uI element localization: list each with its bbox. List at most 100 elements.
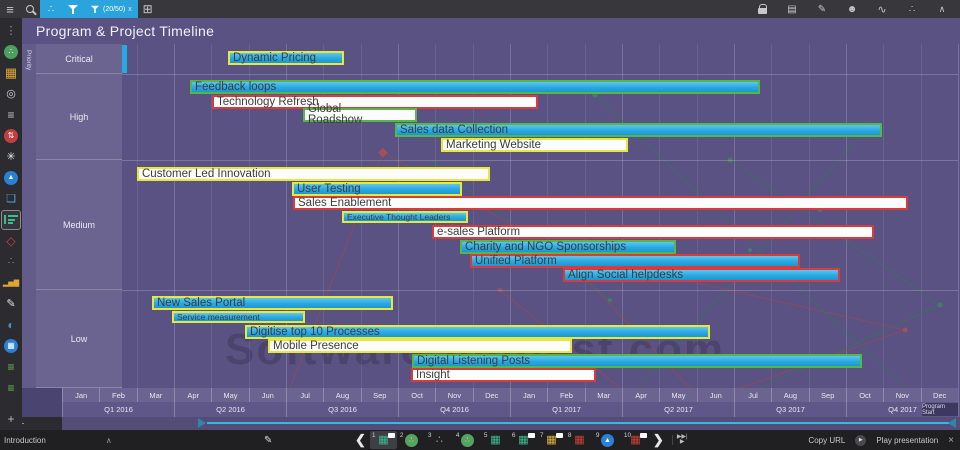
timeline-item[interactable]: Digitise top 10 Processes [245, 325, 710, 339]
slide-thumbs: 1 ▦ 2 ∴ 3 ∴ 4 ∴ 5 ▦ 6 ▦ 7 ▦ 8 ▦ 9 ▲ 10 ▦ [369, 431, 649, 449]
sidebar-item-sync-icon[interactable]: ⇅ [2, 127, 20, 145]
scrubber-end-handle[interactable] [948, 418, 956, 428]
copy-url-button[interactable]: Copy URL [808, 435, 846, 445]
sidebar-item-explore-icon[interactable]: ◎ [6, 88, 16, 100]
hamburger-menu-icon[interactable]: ≡ [6, 1, 14, 17]
edit-slide-icon[interactable]: ✎ [264, 434, 273, 446]
sidebar-item-globe-icon[interactable]: ◐ [7, 317, 15, 332]
users-icon[interactable]: ☻ [846, 3, 858, 15]
filter-tab[interactable]: (20/50) x [84, 0, 138, 18]
timeline-item[interactable]: Charity and NGO Sponsorships [460, 240, 676, 254]
edit-pencil-icon[interactable]: ✎ [817, 3, 827, 15]
slide-transport: ▶▶| ▶ [671, 434, 688, 445]
close-presentation-icon[interactable]: × [948, 434, 954, 446]
sidebar-item-relationships-icon[interactable]: ∴ [2, 43, 20, 61]
scrubber-start-handle[interactable] [198, 418, 206, 428]
slide-thumb-10[interactable]: 10 ▦ [622, 431, 649, 449]
collapse-toolbar-icon[interactable]: ∧ [938, 3, 946, 14]
slide-thumb-2[interactable]: 2 ∴ [398, 431, 425, 449]
sidebar-item-timeline-icon[interactable] [1, 209, 21, 230]
time-scrubber[interactable] [62, 417, 960, 430]
axis-month-label: Mar [136, 388, 174, 402]
timeline-item-label: Mobile Presence [273, 340, 359, 352]
expand-section-icon[interactable]: ∧ [105, 435, 112, 445]
status-bar: Introduction ∧ ✎ ❮ 1 ▦ 2 ∴ 3 ∴ 4 ∴ 5 ▦ 6 ▦ 7 ▦ 8 ▦ 9 ▲ 10 ▦… [0, 430, 960, 450]
sidebar-item-burst-icon[interactable]: ✳ [6, 151, 16, 163]
view-title-bar: Program & Project Timeline [22, 18, 960, 44]
timeline-item[interactable]: Digital Listening Posts [412, 354, 862, 368]
lane-axis-label: Priority [25, 50, 32, 71]
sidebar-item-list2-icon[interactable]: ≡ [7, 359, 15, 374]
axis-month-label: Jan [62, 388, 100, 402]
sidebar-item-matrix-icon[interactable]: ▦ [4, 64, 18, 80]
timeline-item[interactable]: Sales Enablement [293, 196, 908, 210]
sidebar-item-list3-icon[interactable]: ≡ [7, 380, 15, 395]
axis-month-label: Jun [696, 388, 734, 402]
slide-thumb-8[interactable]: 8 ▦ [567, 432, 585, 446]
timeline-item[interactable]: Unified Platform [470, 254, 800, 268]
timeline-item[interactable]: Global Roadshow [303, 103, 417, 126]
axis-quarter-label: Q3 2016 [286, 402, 398, 417]
sidebar-item-pencil-icon[interactable]: ✎ [6, 298, 16, 310]
play-presentation-button[interactable]: Play presentation [876, 435, 939, 445]
lane-label-medium: Medium [36, 160, 122, 290]
timeline-item-label: Service measurement [177, 312, 260, 322]
filter-clear-icon[interactable]: x [128, 5, 132, 13]
slide-thumb-6[interactable]: 6 ▦ [510, 431, 537, 449]
share-icon[interactable]: ∴ [908, 3, 916, 15]
sidebar-item-table-icon[interactable]: ▦ [2, 337, 20, 355]
timeline-item[interactable]: New Sales Portal [152, 296, 393, 310]
sidebar-item-layers-icon[interactable]: ❏ [6, 193, 16, 205]
relationships-view-button[interactable]: ∴ [40, 0, 62, 18]
sidebar-item-more-icon[interactable]: ⋮ [5, 25, 17, 37]
timeline-item[interactable]: Align Social helpdesks [563, 268, 840, 282]
axis-corner [22, 388, 62, 417]
notes-icon[interactable]: ▤ [787, 3, 797, 15]
timeline-item[interactable]: Dynamic Pricing [228, 51, 344, 65]
timeline-item[interactable]: Feedback loops [190, 80, 760, 94]
skip-to-end-icon[interactable]: ▶▶| [676, 434, 688, 440]
axis-quarter-label: Q3 2017 [734, 402, 846, 417]
search-icon[interactable] [20, 0, 40, 18]
lane-separator [22, 74, 958, 75]
axis-month-label: Jun [248, 388, 286, 402]
sidebar-item-scatter-icon[interactable]: ∴ [7, 256, 15, 267]
layout-grid-icon[interactable]: ⊞ [142, 2, 153, 16]
activity-icon[interactable]: ∿ [877, 3, 887, 16]
filter-funnel-button[interactable] [62, 0, 84, 18]
timeline-item[interactable]: e-sales Platform [432, 225, 874, 239]
play-presentation-icon[interactable]: ▶ [855, 434, 867, 446]
timeline-item[interactable]: Customer Led Innovation [137, 167, 490, 181]
timeline-item-label: Digitise top 10 Processes [250, 326, 380, 338]
lock-icon[interactable] [752, 0, 772, 18]
timeline-item[interactable]: Marketing Website [441, 138, 628, 152]
sidebar-item-list-icon[interactable]: ≡ [7, 107, 15, 122]
sidebar-add-icon[interactable]: + [7, 412, 15, 426]
slide-thumb-4[interactable]: 4 ∴ [454, 431, 481, 449]
slides-next-icon[interactable]: ❯ [652, 432, 664, 447]
funnel-icon [91, 5, 99, 13]
timeline-item-label: User Testing [297, 183, 361, 195]
autoplay-icon[interactable]: ▶ [679, 439, 685, 445]
slide-thumb-9[interactable]: 9 ▲ [594, 431, 621, 449]
timeline-item[interactable]: Insight [411, 368, 596, 382]
sidebar-item-presentation-icon[interactable]: ▲ [2, 169, 20, 187]
slide-thumb-3[interactable]: 3 ∴ [427, 432, 443, 446]
scrubber-track[interactable] [207, 422, 952, 424]
slide-thumb-5[interactable]: 5 ▦ [483, 432, 501, 446]
lane-label-low: Low [36, 290, 122, 388]
axis-month-label: Sep [360, 388, 398, 402]
timeline-item[interactable]: Executive Thought Leaders [342, 211, 468, 223]
slide-thumb-7[interactable]: 7 ▦ [538, 431, 565, 449]
timeline-item[interactable]: Mobile Presence [268, 339, 572, 353]
timeline-item[interactable]: Service measurement [172, 311, 305, 323]
timeline-item[interactable]: Sales data Collection [395, 123, 882, 137]
slide-thumb-1[interactable]: 1 ▦ [369, 431, 397, 449]
sidebar-item-bars-icon[interactable]: ▂▅▇ [2, 279, 20, 287]
sidebar-item-cube-icon[interactable]: ◇ [6, 233, 16, 248]
timeline-item-label: Technology Refresh [217, 96, 319, 108]
axis-quarter-label: Q2 2016 [174, 402, 286, 417]
timeline-item[interactable]: User Testing [292, 182, 462, 196]
slides-prev-icon[interactable]: ❮ [355, 432, 366, 447]
